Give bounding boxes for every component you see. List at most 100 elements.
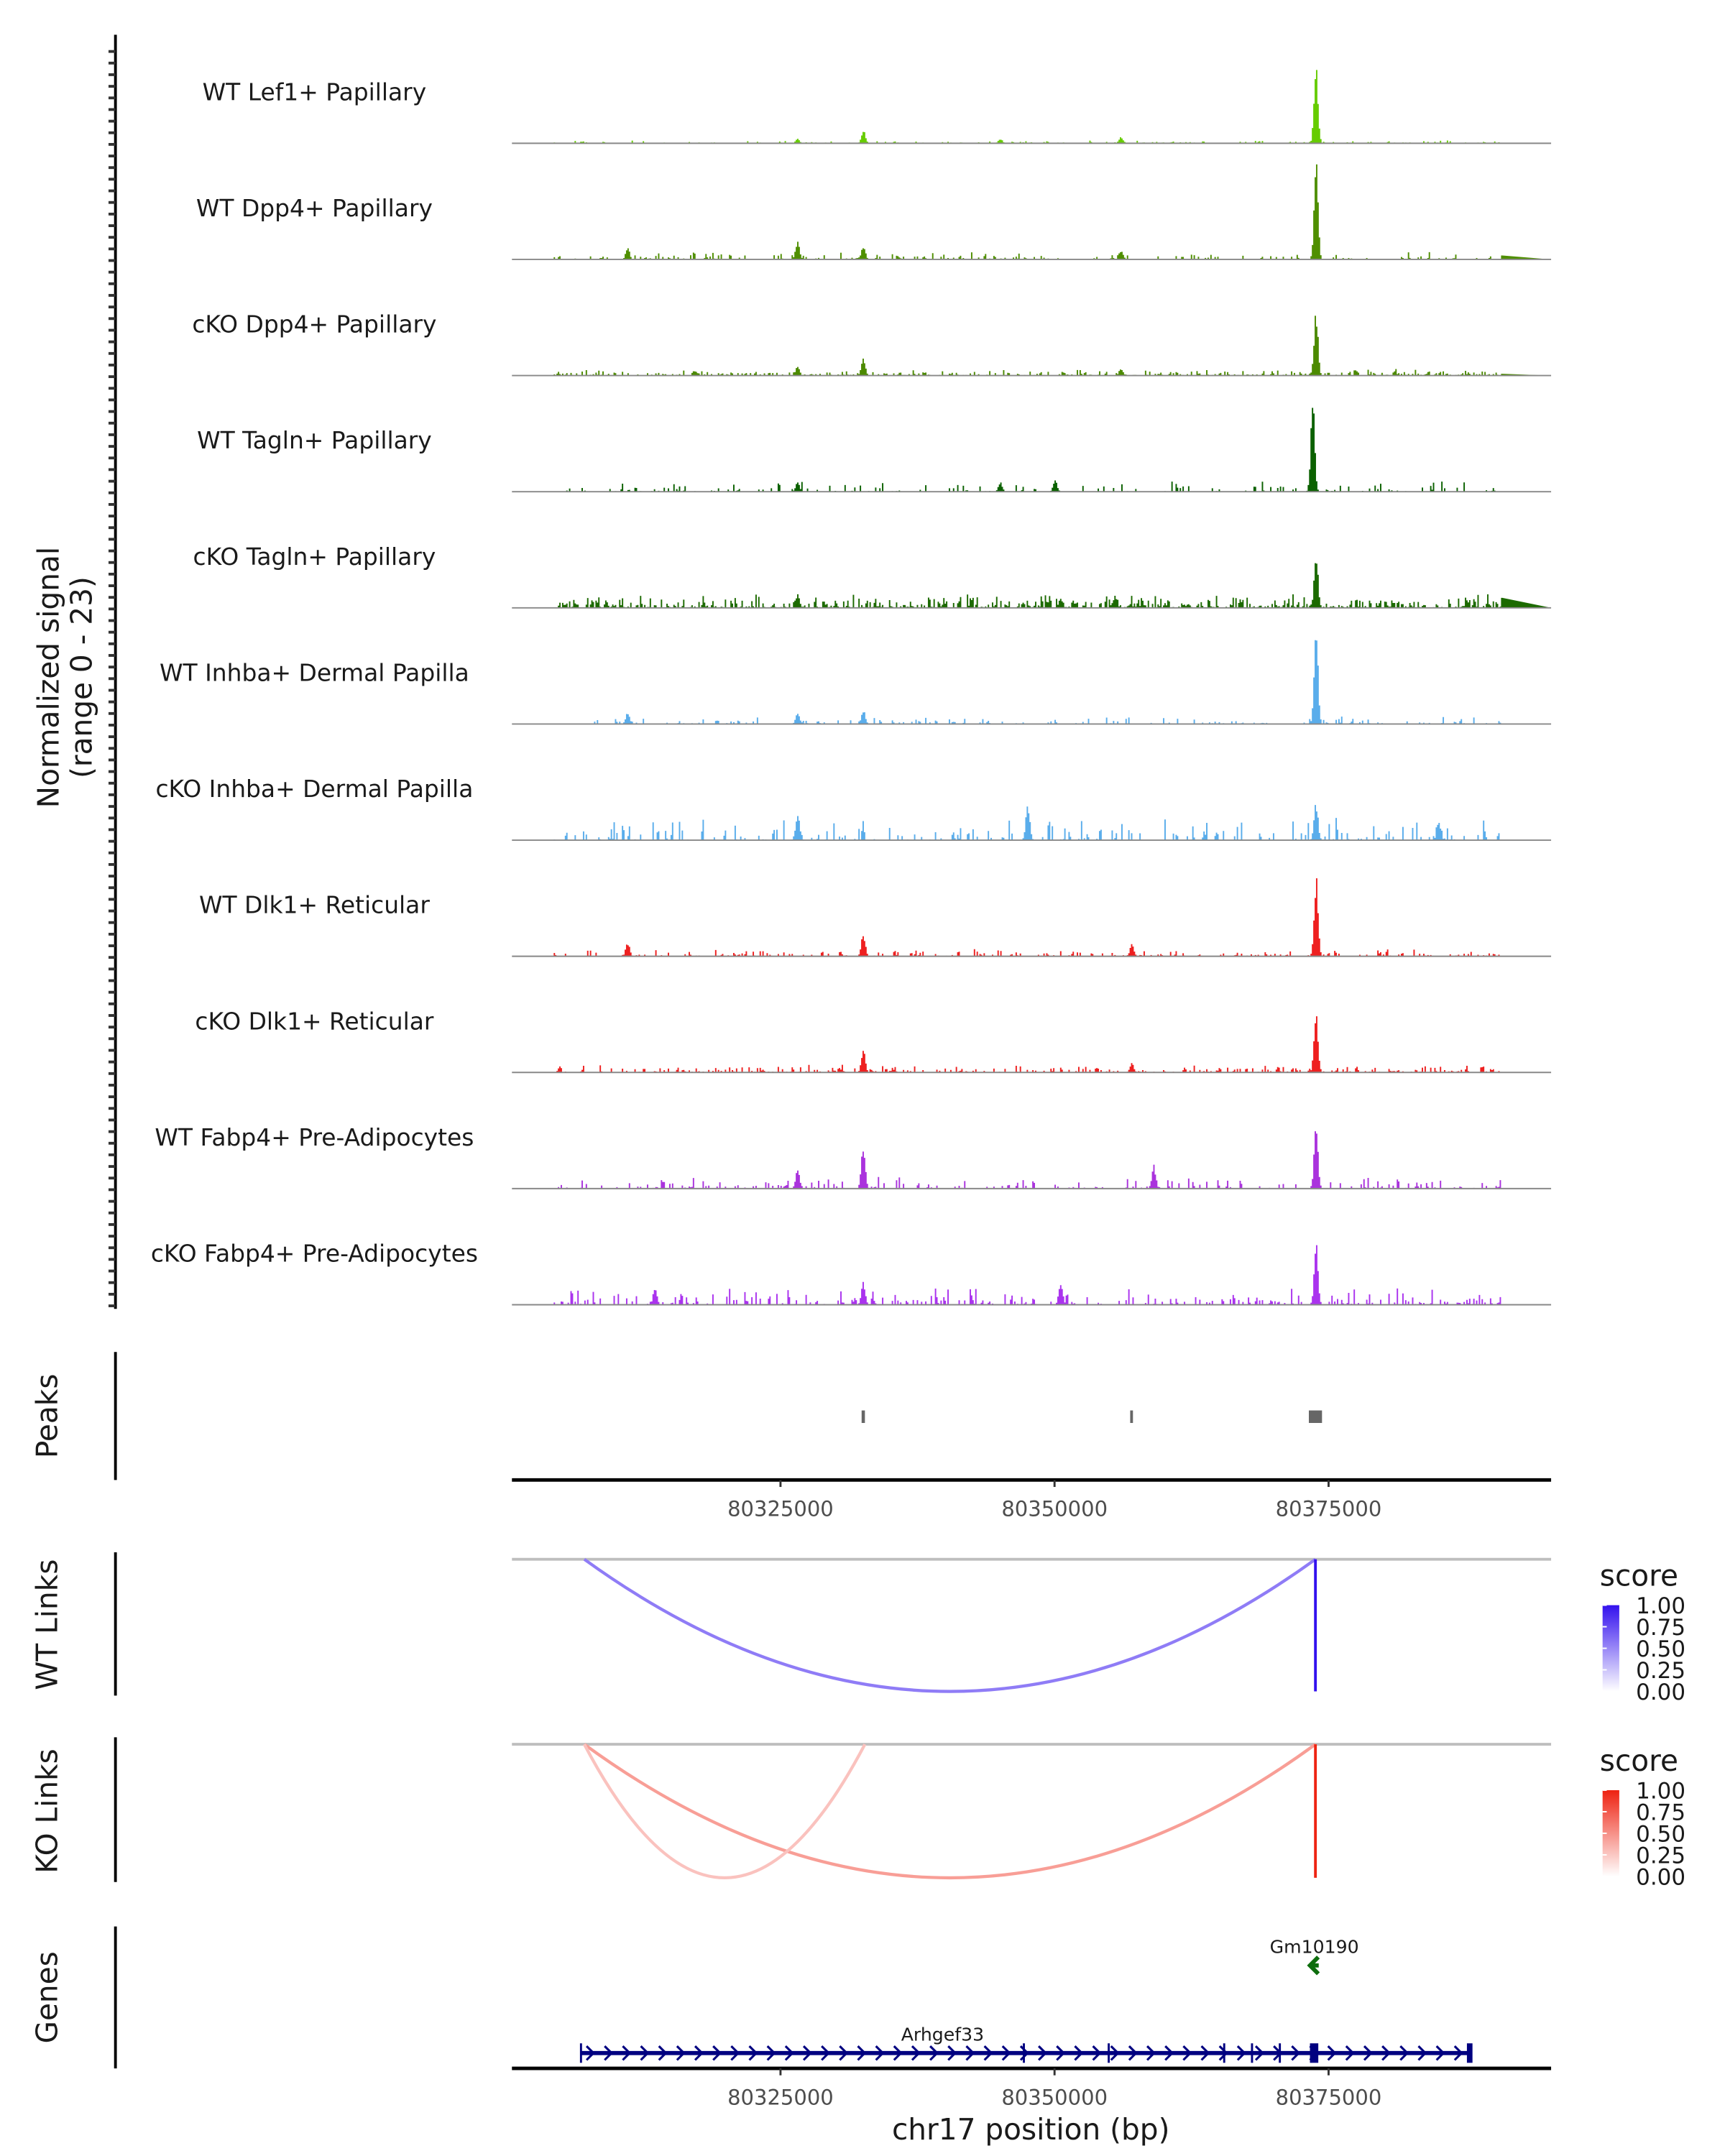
strand-arrow-icon (694, 2045, 704, 2061)
coverage-area (512, 407, 1552, 492)
track-label: cKO Dlk1+ Reticular (195, 1007, 434, 1035)
legend-label: 0.00 (1636, 1680, 1685, 1705)
strand-arrow-icon (1254, 2045, 1264, 2061)
legend-label: 0.25 (1636, 1658, 1685, 1684)
strand-arrow-icon (712, 2045, 722, 2061)
legend-title: score (1600, 1743, 1678, 1778)
legend-label: 0.00 (1636, 1865, 1685, 1891)
strand-arrow-icon (1218, 2045, 1228, 2061)
legend-label: 1.00 (1636, 1593, 1685, 1619)
track-label: WT Dlk1+ Reticular (199, 891, 430, 919)
track-title: Peaks (29, 1374, 64, 1459)
coverage-track: WT Dlk1+ Reticular (199, 878, 1552, 957)
strand-arrow-icon (1110, 2045, 1120, 2061)
legend-label: 1.00 (1636, 1779, 1685, 1805)
strand-arrow-icon (929, 2045, 939, 2061)
strand-arrow-icon (676, 2045, 686, 2061)
strand-arrow-icon (1381, 2045, 1392, 2061)
strand-arrow-icon (730, 2045, 740, 2061)
strand-arrow-icon (911, 2045, 921, 2061)
track-label: cKO Dpp4+ Papillary (192, 310, 436, 338)
strand-arrow-icon (1399, 2045, 1409, 2061)
x-tick-label: 80325000 (727, 1497, 834, 1521)
coverage-track: WT Lef1+ Papillary (203, 70, 1552, 144)
strand-arrow-icon (1001, 2045, 1011, 2061)
strand-arrow-icon (1128, 2045, 1138, 2061)
strand-arrow-icon (1327, 2045, 1337, 2061)
strand-arrow-icon (622, 2045, 632, 2061)
strand-arrow-icon (1092, 2045, 1102, 2061)
gene: Gm10190 (1270, 1936, 1359, 1976)
exon (1466, 2043, 1473, 2063)
coverage-area (512, 70, 1552, 144)
strand-arrow-icon (640, 2045, 650, 2061)
legend-title: score (1600, 1558, 1678, 1593)
x-tick-label: 80375000 (1276, 2085, 1382, 2109)
track-label: cKO Tagln+ Papillary (193, 543, 436, 571)
coverage-area (512, 1245, 1552, 1305)
link-arc (583, 1743, 1317, 1879)
coverage-area (512, 315, 1552, 376)
strand-arrow-icon (965, 2045, 975, 2061)
coverage-area (512, 1016, 1552, 1073)
link-arc (583, 1743, 867, 1879)
coverage-area (512, 1131, 1552, 1189)
strand-arrow-icon (893, 2045, 903, 2061)
strand-arrow-icon (1453, 2045, 1463, 2061)
coverage-area (512, 805, 1552, 841)
strand-arrow-icon (1146, 2045, 1156, 2061)
strand-arrow-icon (1345, 2045, 1355, 2061)
coverage-track: cKO Fabp4+ Pre-Adipocytes (151, 1239, 1552, 1306)
strand-arrow-icon (1291, 2045, 1301, 2061)
peaks-track: Peaks 80325000 80350000 80375000 (29, 1352, 1552, 1521)
genes-track: Genes Gm10190 Arhgef33 80325000 80350000 8037… (29, 1926, 1552, 2109)
strand-arrow-icon (1307, 1955, 1320, 1976)
legend-label: 0.25 (1636, 1843, 1685, 1869)
strand-arrow-icon (585, 2045, 595, 2061)
legend-label: 0.50 (1636, 1636, 1685, 1662)
x-tick-label: 80375000 (1276, 1497, 1382, 1521)
x-tick-label: 80325000 (727, 2085, 834, 2109)
track-label: WT Dpp4+ Papillary (196, 194, 433, 222)
strand-arrow-icon (658, 2045, 668, 2061)
strand-arrow-icon (748, 2045, 758, 2061)
strand-arrow-icon (1200, 2045, 1210, 2061)
coverage-track: WT Tagln+ Papillary (197, 407, 1552, 493)
coverage-track: cKO Dlk1+ Reticular (195, 1007, 1552, 1074)
track-label: WT Lef1+ Papillary (203, 78, 427, 106)
coverage-area (512, 164, 1552, 259)
y-axis-title: Normalized signal (31, 547, 65, 808)
strand-arrow-icon (766, 2045, 776, 2061)
track-title: KO Links (29, 1749, 64, 1874)
strand-arrow-icon (1236, 2045, 1246, 2061)
strand-arrow-icon (857, 2045, 867, 2061)
coverage-area (512, 640, 1552, 724)
strand-arrow-icon (875, 2045, 885, 2061)
x-axis-title: chr17 position (bp) (892, 2112, 1169, 2147)
peak-region (861, 1410, 865, 1423)
legend-label: 0.75 (1636, 1800, 1685, 1826)
coverage-track: WT Fabp4+ Pre-Adipocytes (155, 1123, 1552, 1189)
strand-arrow-icon (1182, 2045, 1192, 2061)
coverage-area (512, 878, 1552, 957)
legend-label: 0.50 (1636, 1822, 1685, 1848)
peak-region (1130, 1410, 1133, 1423)
track-title: Genes (29, 1951, 64, 2043)
strand-arrow-icon (1363, 2045, 1373, 2061)
strand-arrow-icon (821, 2045, 831, 2061)
strand-arrow-icon (839, 2045, 849, 2061)
x-tick-label: 80350000 (1001, 2085, 1108, 2109)
coverage-tracks: WT Lef1+ Papillary WT Dpp4+ Papillary cKO … (151, 70, 1552, 1306)
strand-arrow-icon (802, 2045, 812, 2061)
track-label: cKO Fabp4+ Pre-Adipocytes (151, 1239, 478, 1267)
peak-region (1309, 1410, 1322, 1423)
track-label: WT Tagln+ Papillary (197, 426, 432, 454)
coverage-track: WT Inhba+ Dermal Papilla (160, 640, 1552, 725)
coverage-area (512, 563, 1552, 608)
coverage-track: cKO Inhba+ Dermal Papilla (155, 775, 1552, 841)
strand-arrow-icon (1074, 2045, 1084, 2061)
y-axis-range: (range 0 - 23) (65, 576, 99, 778)
strand-arrow-icon (1056, 2045, 1066, 2061)
track-title: WT Links (29, 1560, 64, 1690)
